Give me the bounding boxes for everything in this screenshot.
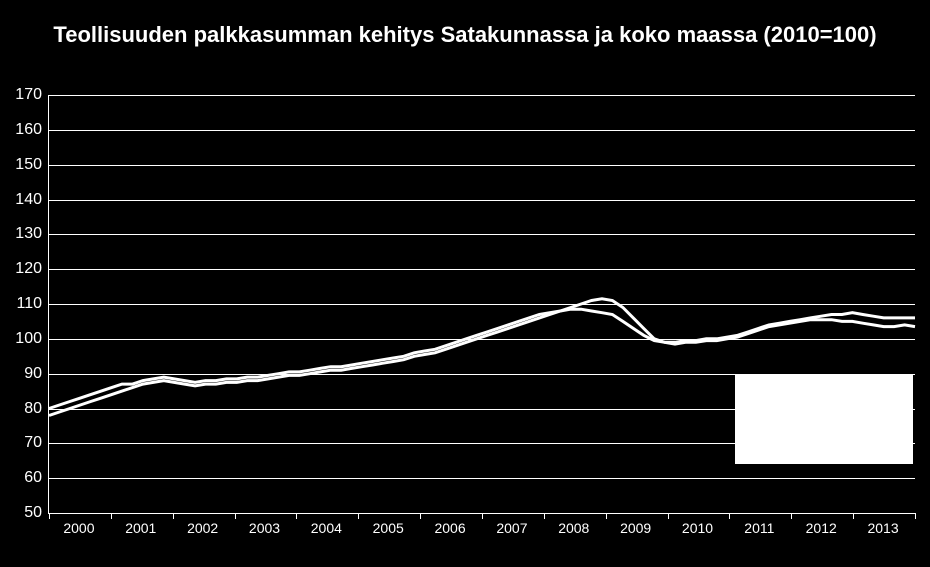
y-axis-label: 160 [2,121,42,139]
x-axis-label: 2010 [682,520,713,536]
y-axis-label: 130 [2,225,42,243]
y-axis-label: 60 [2,469,42,487]
y-axis-label: 150 [2,156,42,174]
x-axis-label: 2000 [63,520,94,536]
x-axis-label: 2011 [744,520,774,536]
x-axis-label: 2001 [125,520,156,536]
x-axis-label: 2006 [434,520,465,536]
chart-container: Teollisuuden palkkasumman kehitys Sataku… [0,0,930,567]
y-axis-label: 140 [2,191,42,209]
chart-title: Teollisuuden palkkasumman kehitys Sataku… [0,22,930,48]
x-tick [544,513,545,519]
x-axis-label: 2004 [311,520,342,536]
x-axis-label: 2007 [496,520,527,536]
x-tick [915,513,916,519]
y-axis-label: 120 [2,260,42,278]
x-tick [853,513,854,519]
y-axis-label: 100 [2,330,42,348]
x-tick [420,513,421,519]
x-axis-label: 2008 [558,520,589,536]
x-tick [606,513,607,519]
x-tick [111,513,112,519]
x-axis-label: 2002 [187,520,218,536]
y-axis-label: 50 [2,504,42,522]
x-tick [296,513,297,519]
x-axis-label: 2009 [620,520,651,536]
x-axis-label: 2013 [867,520,898,536]
legend-box [735,375,913,464]
x-tick [358,513,359,519]
x-axis-label: 2003 [249,520,280,536]
x-tick [668,513,669,519]
x-tick [235,513,236,519]
y-axis-label: 90 [2,365,42,383]
x-tick [791,513,792,519]
x-tick [482,513,483,519]
x-tick [49,513,50,519]
y-axis-label: 170 [2,86,42,104]
x-axis-label: 2005 [373,520,404,536]
y-axis-label: 70 [2,434,42,452]
y-axis-label: 80 [2,400,42,418]
x-axis-label: 2012 [806,520,837,536]
y-axis-label: 110 [2,295,42,313]
x-tick [173,513,174,519]
x-tick [729,513,730,519]
